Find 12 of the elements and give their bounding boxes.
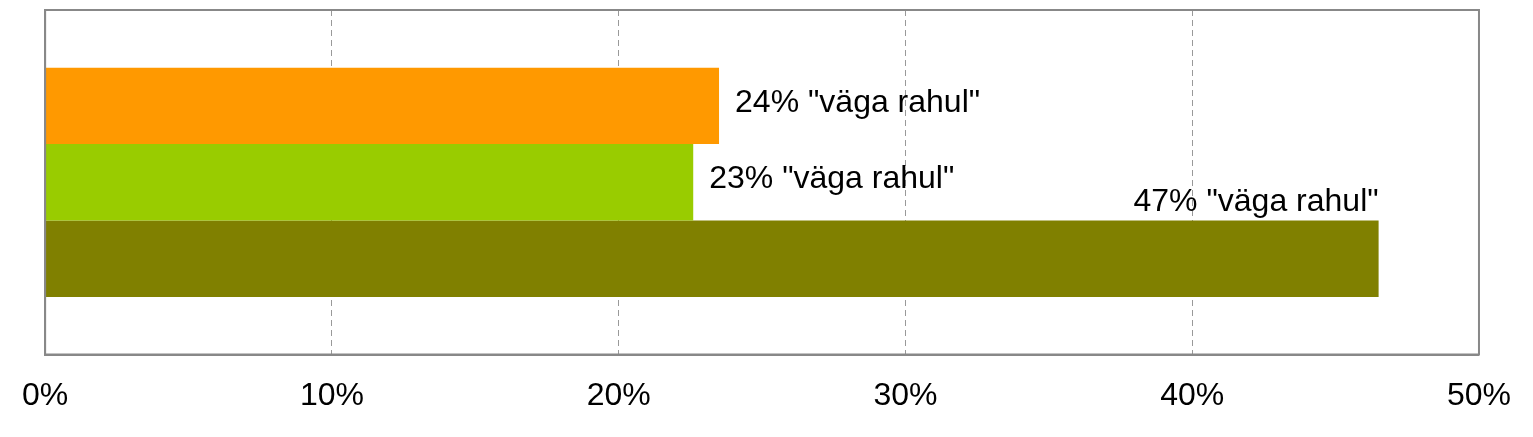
bar xyxy=(45,67,720,145)
data-label: 23% "väga rahul" xyxy=(709,159,955,196)
x-tick-label: 20% xyxy=(586,375,651,412)
x-tick-label: 50% xyxy=(1446,375,1511,412)
bar xyxy=(45,220,1379,297)
x-tick-label: 0% xyxy=(22,375,69,412)
x-tick-label: 40% xyxy=(1160,375,1225,412)
data-label: 47% "väga rahul" xyxy=(1133,182,1379,219)
x-tick-label: 10% xyxy=(299,375,364,412)
data-label: 24% "väga rahul" xyxy=(735,82,981,119)
bar xyxy=(45,144,694,221)
x-tick-label: 30% xyxy=(873,375,938,412)
